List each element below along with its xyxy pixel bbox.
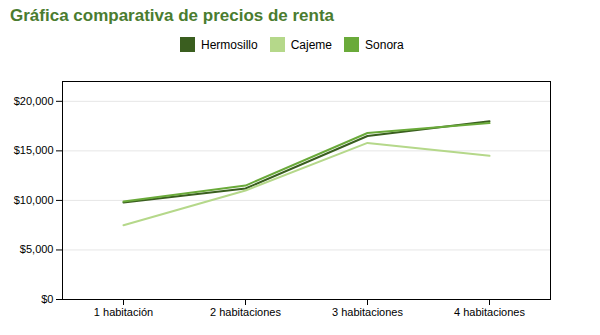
html-text:Hermosillo: Hermosillo [201,37,258,52]
svg-text:4 habitaciones: 4 habitaciones [454,306,525,318]
svg-text:$10,000: $10,000 [14,194,54,206]
svg-text:2 habitaciones: 2 habitaciones [210,306,281,318]
svg-text:$5,000: $5,000 [20,243,54,255]
svg-text:$15,000: $15,000 [14,144,54,156]
svg-text:$20,000: $20,000 [14,95,54,107]
html-text:Sonora: Sonora [365,37,404,52]
svg-text:3 habitaciones: 3 habitaciones [332,306,403,318]
html-text:Gráfica comparativa de precios: Gráfica comparativa de precios de renta [10,6,335,25]
svg-text:1 habitación: 1 habitación [94,306,153,318]
html-text:Cajeme: Cajeme [290,37,332,52]
svg-text:$0: $0 [41,293,53,305]
